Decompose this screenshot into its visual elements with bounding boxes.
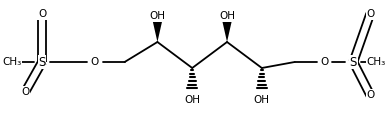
Text: S: S: [350, 55, 357, 69]
Text: OH: OH: [149, 11, 165, 21]
Text: OH: OH: [184, 95, 200, 105]
Text: OH: OH: [254, 95, 270, 105]
Text: S: S: [38, 55, 46, 69]
Text: O: O: [366, 9, 374, 19]
Text: CH₃: CH₃: [367, 57, 386, 67]
Text: O: O: [366, 90, 374, 100]
Text: CH₃: CH₃: [3, 57, 22, 67]
Text: O: O: [320, 57, 329, 67]
Text: OH: OH: [219, 11, 235, 21]
Polygon shape: [222, 20, 232, 42]
Text: O: O: [38, 9, 46, 19]
Polygon shape: [152, 20, 163, 42]
Text: O: O: [21, 87, 29, 97]
Text: O: O: [91, 57, 99, 67]
